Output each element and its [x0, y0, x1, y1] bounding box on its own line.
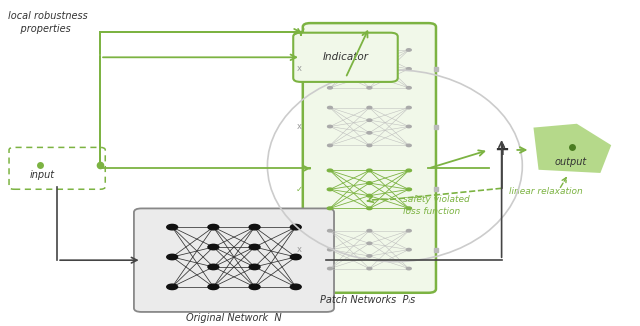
Circle shape: [406, 207, 412, 210]
Circle shape: [328, 267, 332, 270]
Circle shape: [406, 87, 412, 89]
Circle shape: [167, 224, 177, 230]
Circle shape: [406, 144, 412, 147]
Circle shape: [367, 132, 372, 134]
Text: safety violated
loss function: safety violated loss function: [403, 196, 470, 216]
Text: +: +: [494, 141, 509, 159]
Circle shape: [367, 267, 372, 270]
Circle shape: [328, 68, 332, 70]
Circle shape: [406, 248, 412, 251]
Circle shape: [367, 169, 372, 172]
Text: x: x: [296, 122, 301, 131]
Circle shape: [208, 224, 219, 230]
Text: x: x: [296, 245, 301, 254]
Circle shape: [406, 68, 412, 70]
Text: Indicator: Indicator: [323, 52, 369, 62]
Circle shape: [406, 49, 412, 51]
Circle shape: [208, 264, 219, 270]
Circle shape: [367, 61, 372, 64]
Text: Original Network  N: Original Network N: [186, 313, 282, 323]
Circle shape: [367, 87, 372, 89]
FancyBboxPatch shape: [293, 33, 397, 82]
Circle shape: [167, 254, 177, 260]
Circle shape: [291, 254, 301, 260]
Circle shape: [367, 182, 372, 185]
Circle shape: [367, 144, 372, 147]
Circle shape: [208, 284, 219, 289]
Circle shape: [406, 106, 412, 109]
Text: x: x: [296, 64, 301, 73]
Circle shape: [367, 207, 372, 210]
Circle shape: [249, 264, 260, 270]
Circle shape: [249, 284, 260, 289]
Text: input: input: [29, 170, 55, 180]
Text: Patch Networks  Pᵢs: Patch Networks Pᵢs: [320, 295, 415, 305]
Circle shape: [406, 230, 412, 232]
FancyBboxPatch shape: [9, 147, 105, 189]
Circle shape: [327, 207, 333, 210]
Circle shape: [328, 125, 332, 128]
Circle shape: [367, 255, 372, 257]
Circle shape: [327, 169, 333, 172]
Circle shape: [406, 188, 412, 191]
Circle shape: [367, 106, 372, 109]
Polygon shape: [534, 124, 611, 173]
Circle shape: [328, 87, 332, 89]
Circle shape: [367, 119, 372, 121]
Circle shape: [367, 242, 372, 244]
Circle shape: [328, 106, 332, 109]
Text: output: output: [554, 157, 586, 167]
Circle shape: [249, 224, 260, 230]
Circle shape: [367, 74, 372, 76]
Circle shape: [367, 230, 372, 232]
Circle shape: [249, 244, 260, 250]
FancyBboxPatch shape: [303, 23, 436, 293]
Text: local robustness
    properties: local robustness properties: [8, 11, 88, 34]
Circle shape: [406, 125, 412, 128]
Circle shape: [328, 144, 332, 147]
Circle shape: [291, 284, 301, 289]
Circle shape: [328, 49, 332, 51]
Circle shape: [327, 188, 333, 191]
Text: linear relaxation: linear relaxation: [509, 187, 583, 196]
Circle shape: [291, 224, 301, 230]
Circle shape: [406, 169, 412, 172]
Circle shape: [367, 49, 372, 51]
Circle shape: [167, 284, 177, 289]
Circle shape: [208, 244, 219, 250]
Text: ✓: ✓: [296, 185, 303, 194]
Circle shape: [406, 267, 412, 270]
FancyBboxPatch shape: [134, 208, 334, 312]
Circle shape: [328, 248, 332, 251]
Circle shape: [328, 230, 332, 232]
Circle shape: [367, 194, 372, 197]
